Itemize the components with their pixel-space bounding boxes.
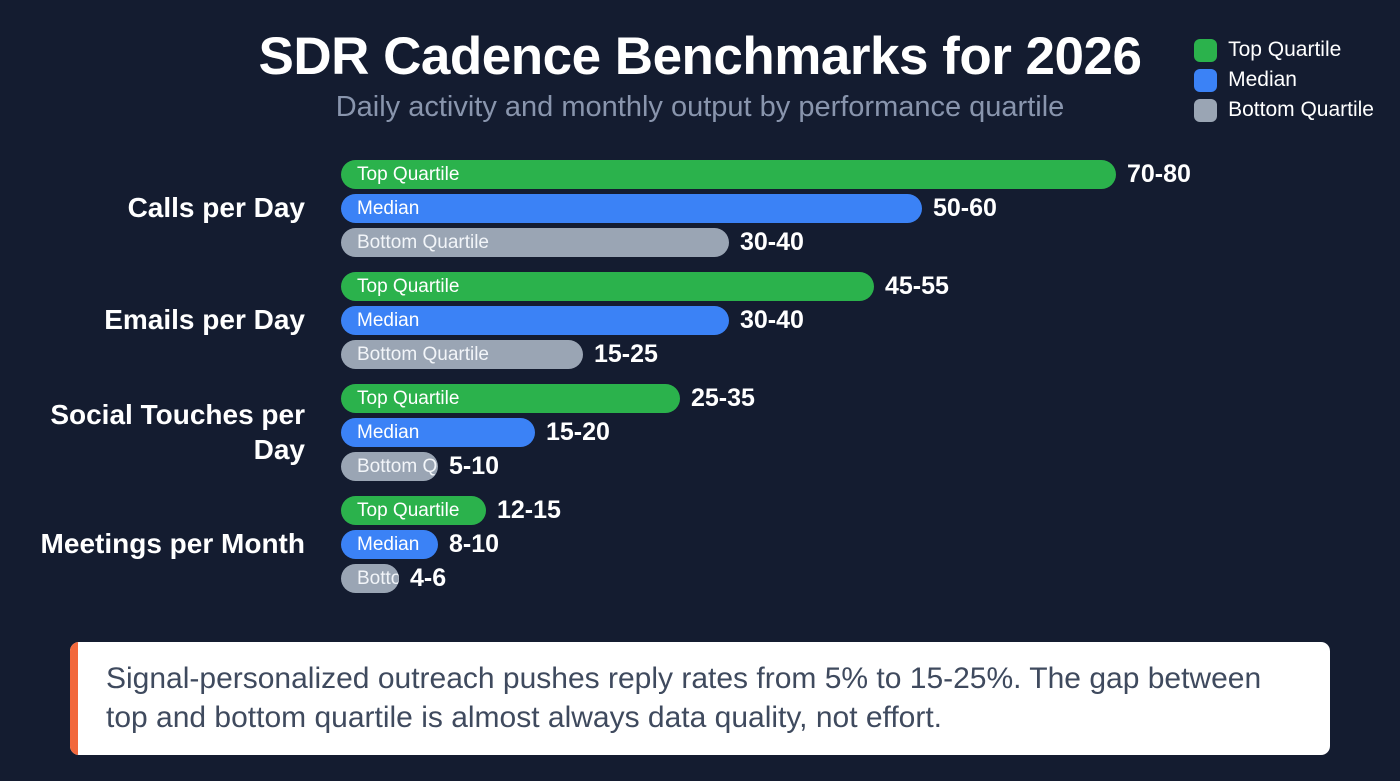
page-subtitle: Daily activity and monthly output by per… <box>335 91 1065 124</box>
bar-segment[interactable]: Median <box>341 194 922 223</box>
bar-segment[interactable]: Median <box>341 418 535 447</box>
bar-row: Median 50-60 <box>341 194 1400 223</box>
bar-row: Bottom Quartile 5-10 <box>341 452 1400 481</box>
group-bars: Top Quartile 70-80 Median 50-60 Bottom Quart… <box>305 160 1400 257</box>
bar-value-label: 25-35 <box>691 384 755 412</box>
insight-callout: Signal-personalized outreach pushes repl… <box>70 642 1330 755</box>
legend-swatch-icon <box>1194 98 1218 122</box>
bar-segment[interactable]: Bottom Quartile <box>341 452 438 481</box>
bar-value-label: 8-10 <box>449 530 500 558</box>
bar-series-label: Bottom Quartile <box>357 232 489 253</box>
legend-swatch-icon <box>1194 38 1218 62</box>
chart-header: SDR Cadence Benchmarks for 2026 Daily ac… <box>0 0 1400 125</box>
callout-text: Signal-personalized outreach pushes repl… <box>106 662 1262 734</box>
bar-value-label: 30-40 <box>740 228 804 256</box>
bar-segment[interactable]: Top Quartile <box>341 496 486 525</box>
page-title: SDR Cadence Benchmarks for 2026 <box>258 27 1142 86</box>
category-label: Meetings per Month <box>40 528 305 560</box>
bar-value-label: 15-25 <box>594 340 658 368</box>
bar-row: Bottom Quartile 15-25 <box>341 340 1400 369</box>
chart-group: Social Touches per Day Top Quartile 25-35 M… <box>0 384 1400 481</box>
bar-segment[interactable]: Median <box>341 306 729 335</box>
bar-row: Top Quartile 70-80 <box>341 160 1400 189</box>
bar-series-label: Median <box>357 198 420 219</box>
bar-series-label: Bottom Quartile <box>357 456 438 477</box>
bar-series-label: Top Quartile <box>357 388 460 409</box>
legend-item-label: Bottom Quartile <box>1228 98 1374 121</box>
bar-series-label: Bottom Quartile <box>357 344 489 365</box>
bar-series-label: Bottom Quartile <box>357 568 399 589</box>
bar-segment[interactable]: Top Quartile <box>341 160 1116 189</box>
bar-row: Median 15-20 <box>341 418 1400 447</box>
bar-row: Top Quartile 45-55 <box>341 272 1400 301</box>
bar-chart: Calls per Day Top Quartile 70-80 Median 50-6… <box>0 160 1400 608</box>
bar-value-label: 5-10 <box>449 452 500 480</box>
bar-row: Median 30-40 <box>341 306 1400 335</box>
bar-row: Top Quartile 12-15 <box>341 496 1400 525</box>
chart-group: Calls per Day Top Quartile 70-80 Median 50-6… <box>0 160 1400 257</box>
bar-series-label: Median <box>357 310 420 331</box>
legend-item: Bottom Quartile <box>1194 98 1374 122</box>
legend-swatch-icon <box>1194 68 1218 92</box>
bar-value-label: 4-6 <box>410 564 447 592</box>
category-label: Emails per Day <box>104 304 305 336</box>
bar-series-label: Median <box>357 422 420 443</box>
callout-accent-bar <box>70 642 78 755</box>
legend-item-label: Median <box>1228 68 1297 91</box>
legend-item-label: Top Quartile <box>1228 38 1342 61</box>
legend-item: Median <box>1194 68 1374 92</box>
bar-value-label: 70-80 <box>1127 160 1191 188</box>
bar-row: Bottom Quartile 30-40 <box>341 228 1400 257</box>
bar-value-label: 15-20 <box>546 418 610 446</box>
bar-segment[interactable]: Top Quartile <box>341 272 874 301</box>
bar-series-label: Top Quartile <box>357 276 460 297</box>
bar-series-label: Top Quartile <box>357 164 460 185</box>
category-label: Calls per Day <box>127 192 305 224</box>
bar-row: Bottom Quartile 4-6 <box>341 564 1400 593</box>
chart-group: Meetings per Month Top Quartile 12-15 Media… <box>0 496 1400 593</box>
bar-value-label: 30-40 <box>740 306 804 334</box>
bar-segment[interactable]: Bottom Quartile <box>341 340 583 369</box>
bar-segment[interactable]: Median <box>341 530 438 559</box>
group-bars: Top Quartile 25-35 Median 15-20 Bottom Quart… <box>305 384 1400 481</box>
bar-segment[interactable]: Top Quartile <box>341 384 680 413</box>
bar-segment[interactable]: Bottom Quartile <box>341 564 399 593</box>
chart-group: Emails per Day Top Quartile 45-55 Median 30-… <box>0 272 1400 369</box>
bar-value-label: 45-55 <box>885 272 949 300</box>
bar-series-label: Top Quartile <box>357 500 460 521</box>
bar-series-label: Median <box>357 534 420 555</box>
category-label: Social Touches per Day <box>50 399 305 465</box>
bar-row: Top Quartile 25-35 <box>341 384 1400 413</box>
bar-value-label: 12-15 <box>497 496 561 524</box>
group-bars: Top Quartile 45-55 Median 30-40 Bottom Quart… <box>305 272 1400 369</box>
legend-item: Top Quartile <box>1194 38 1374 62</box>
bar-segment[interactable]: Bottom Quartile <box>341 228 729 257</box>
group-bars: Top Quartile 12-15 Median 8-10 Bottom Quarti… <box>305 496 1400 593</box>
bar-value-label: 50-60 <box>933 194 997 222</box>
chart-legend: Top Quartile Median Bottom Quartile <box>1194 38 1374 122</box>
bar-row: Median 8-10 <box>341 530 1400 559</box>
